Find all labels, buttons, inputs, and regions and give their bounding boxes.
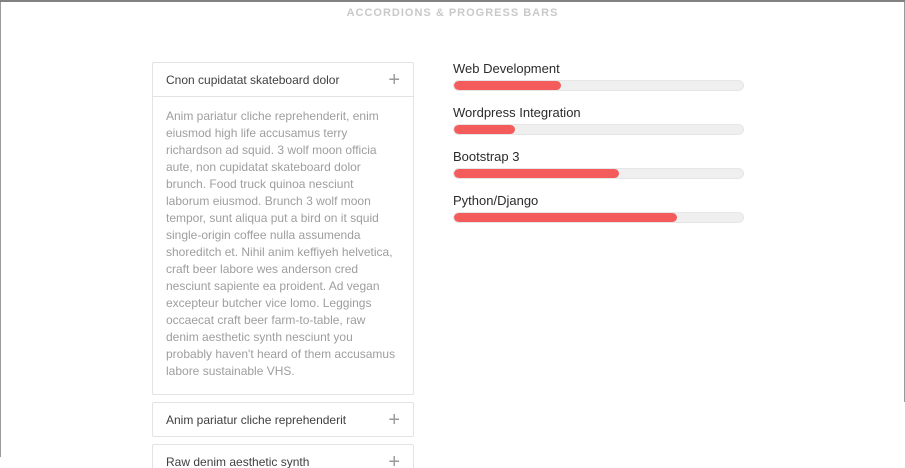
accordion-header[interactable]: Cnon cupidatat skateboard dolor + bbox=[153, 63, 413, 96]
accordion: Cnon cupidatat skateboard dolor + Anim p… bbox=[152, 62, 414, 468]
plus-icon[interactable]: + bbox=[388, 408, 400, 431]
progress-track bbox=[453, 212, 744, 223]
plus-icon[interactable]: + bbox=[388, 450, 400, 468]
progress-fill bbox=[454, 169, 619, 178]
progress-fill bbox=[454, 125, 515, 134]
progress-track bbox=[453, 124, 744, 135]
progress-label: Web Development bbox=[453, 61, 560, 76]
progress-group: Wordpress Integration bbox=[453, 106, 744, 135]
section-title: ACCORDIONS & PROGRESS BARS bbox=[346, 7, 559, 19]
progress-fill bbox=[454, 213, 677, 222]
progress-fill bbox=[454, 81, 561, 90]
accordion-title: Raw denim aesthetic synth bbox=[166, 454, 310, 468]
progress-label: Bootstrap 3 bbox=[453, 149, 520, 164]
accordion-body: Anim pariatur cliche reprehenderit, enim… bbox=[153, 96, 413, 394]
progress-label: Wordpress Integration bbox=[453, 105, 581, 120]
accordion-title: Cnon cupidatat skateboard dolor bbox=[166, 72, 340, 87]
accordion-panel: Raw denim aesthetic synth + bbox=[152, 444, 414, 468]
accordion-panel: Anim pariatur cliche reprehenderit + bbox=[152, 402, 414, 437]
progress-bars: Web Development Wordpress Integration Bo… bbox=[453, 62, 744, 238]
accordion-panel: Cnon cupidatat skateboard dolor + Anim p… bbox=[152, 62, 414, 395]
frame-left-edge bbox=[0, 2, 1, 457]
plus-icon[interactable]: + bbox=[388, 68, 400, 91]
progress-group: Bootstrap 3 bbox=[453, 150, 744, 179]
progress-track bbox=[453, 168, 744, 179]
progress-track bbox=[453, 80, 744, 91]
progress-label: Python/Django bbox=[453, 193, 539, 208]
accordion-title: Anim pariatur cliche reprehenderit bbox=[166, 412, 347, 427]
accordion-header[interactable]: Anim pariatur cliche reprehenderit + bbox=[153, 403, 413, 436]
accordion-header[interactable]: Raw denim aesthetic synth + bbox=[153, 445, 413, 468]
progress-group: Python/Django bbox=[453, 194, 744, 223]
progress-group: Web Development bbox=[453, 62, 744, 91]
